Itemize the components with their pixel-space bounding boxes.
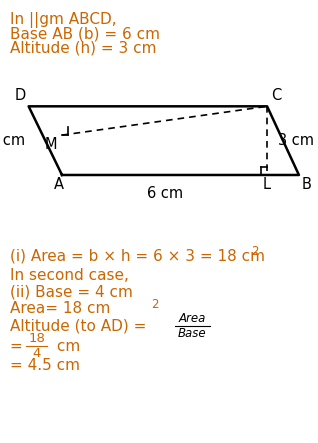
Text: Altitude (h) = 3 cm: Altitude (h) = 3 cm	[10, 41, 156, 56]
Text: In second case,: In second case,	[10, 268, 128, 283]
Text: =: =	[10, 339, 27, 354]
Text: 3 cm: 3 cm	[278, 133, 314, 148]
Text: 4 cm: 4 cm	[0, 133, 25, 148]
Text: 4: 4	[32, 347, 41, 360]
Text: D: D	[14, 88, 25, 103]
Text: cm: cm	[52, 339, 81, 354]
Text: 6 cm: 6 cm	[147, 186, 183, 201]
Text: M: M	[45, 137, 57, 152]
Text: = 4.5 cm: = 4.5 cm	[10, 358, 80, 373]
Text: Altitude (to AD) =: Altitude (to AD) =	[10, 319, 151, 334]
Text: B: B	[302, 177, 312, 192]
Text: 2: 2	[151, 298, 159, 311]
Text: (ii) Base = 4 cm: (ii) Base = 4 cm	[10, 284, 132, 299]
Text: Area= 18 cm: Area= 18 cm	[10, 301, 110, 316]
Text: 18: 18	[28, 332, 45, 345]
Text: Area: Area	[179, 312, 206, 325]
Text: 2: 2	[251, 245, 259, 258]
Text: C: C	[271, 88, 281, 103]
Text: (i) Area = b × h = 6 × 3 = 18 cm: (i) Area = b × h = 6 × 3 = 18 cm	[10, 248, 265, 263]
Text: Base: Base	[178, 327, 207, 340]
Text: In ||gm ABCD,: In ||gm ABCD,	[10, 12, 116, 28]
Text: L: L	[263, 177, 271, 192]
Text: Base AB (b) = 6 cm: Base AB (b) = 6 cm	[10, 27, 160, 42]
Text: A: A	[54, 177, 64, 192]
